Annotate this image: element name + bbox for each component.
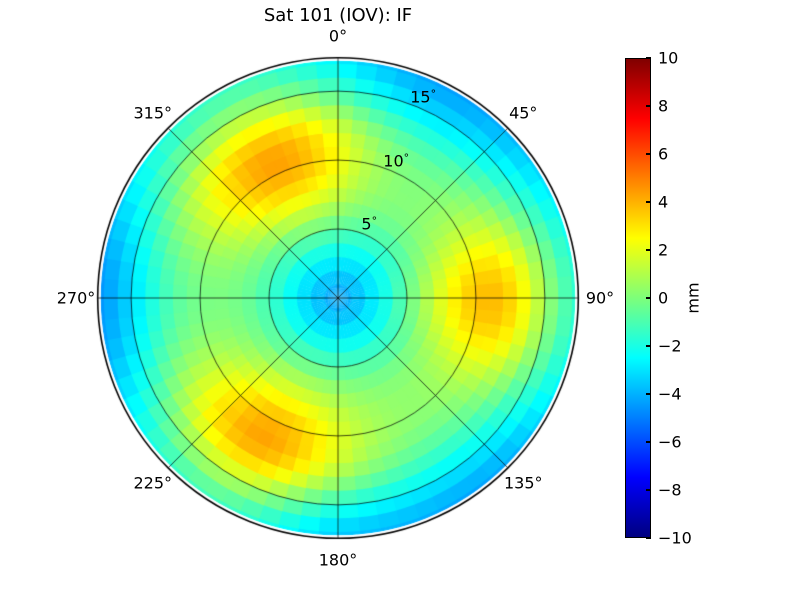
colorbar-tick-mark: [646, 297, 651, 299]
colorbar-tick-label: −8: [658, 480, 682, 500]
angular-tick-label-135: 135°: [503, 473, 543, 493]
radial-tick-value: 15: [410, 87, 431, 107]
colorbar-tick-label: 6: [658, 144, 669, 164]
radial-tick-label-15: 15°: [410, 88, 436, 107]
angular-tick-label-270: 270°: [56, 288, 96, 308]
angular-tick-label-0: 0°: [328, 26, 348, 46]
angular-tick-label-90: 90°: [585, 288, 615, 308]
angular-tick-label-315: 315°: [133, 103, 173, 123]
colorbar-tick-mark: [646, 345, 651, 347]
colorbar-tick-label: −6: [658, 432, 682, 452]
colorbar-tick-label: 4: [658, 192, 669, 212]
colorbar-tick-mark: [646, 441, 651, 443]
chart-title: Sat 101 (IOV): IF: [263, 5, 413, 26]
colorbar-tick-label: −10: [658, 528, 692, 548]
degree-symbol: °: [371, 214, 378, 228]
radial-tick-label-5: 5°: [361, 215, 377, 234]
degree-symbol: °: [430, 87, 437, 101]
colorbar-tick-mark: [646, 153, 651, 155]
colorbar-tick-mark: [646, 105, 651, 107]
radial-tick-value: 5: [361, 214, 372, 234]
radial-tick-value: 10: [383, 151, 404, 171]
colorbar-tick-mark: [646, 249, 651, 251]
degree-symbol: °: [403, 151, 410, 165]
angular-tick-label-45: 45°: [509, 103, 538, 123]
colorbar-tick-label: 8: [658, 96, 669, 116]
angular-tick-label-225: 225°: [133, 473, 173, 493]
angular-tick-label-180: 180°: [318, 550, 358, 570]
colorbar-tick-label: 2: [658, 240, 669, 260]
colorbar-tick-label: 10: [658, 48, 679, 68]
colorbar-tick-mark: [646, 489, 651, 491]
colorbar-tick-mark: [646, 57, 651, 59]
colorbar-tick-label: −4: [658, 384, 682, 404]
colorbar-tick-mark: [646, 393, 651, 395]
colorbar-axis-label: mm: [683, 282, 703, 314]
colorbar-tick-mark: [646, 201, 651, 203]
radial-tick-label-10: 10°: [383, 151, 409, 170]
colorbar: 10 8 6 4 2 0 −2 −4 −6 −8 −10 mm: [625, 49, 745, 548]
colorbar-tick-label: −2: [658, 336, 682, 356]
colorbar-tick-mark: [646, 537, 651, 539]
colorbar-tick-label: 0: [658, 288, 669, 308]
